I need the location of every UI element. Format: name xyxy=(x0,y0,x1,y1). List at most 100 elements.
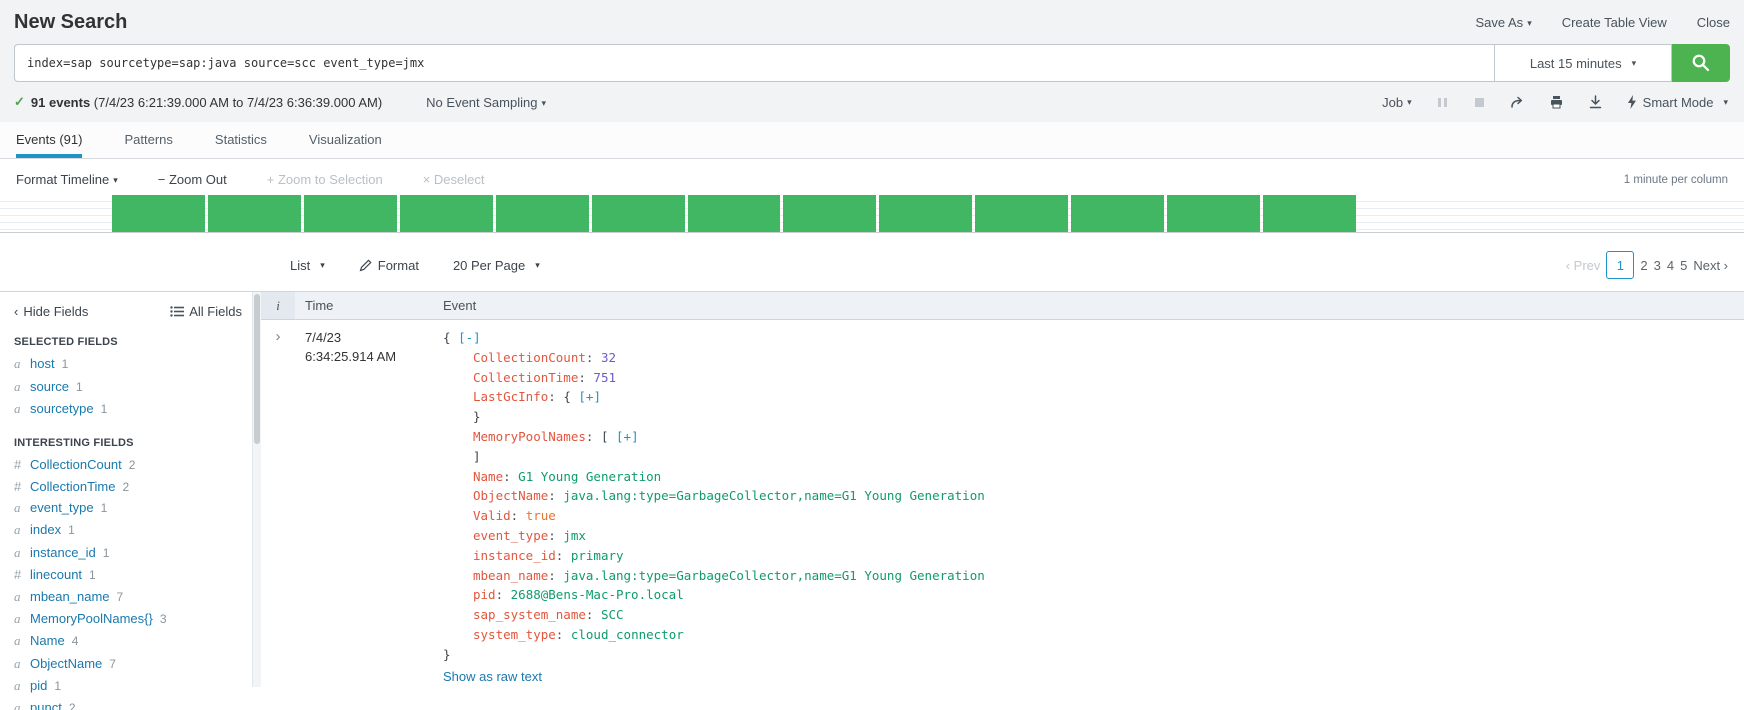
selected-fields-title: SELECTED FIELDS xyxy=(14,336,118,348)
column-header-event: Event xyxy=(443,298,477,313)
field-type-icon: # xyxy=(14,567,22,583)
json-line: LastGcInfo{ [+] xyxy=(443,387,1744,407)
field-row-pid[interactable]: a pid 1 xyxy=(14,678,62,694)
results-toolbar: List ▾ Format 20 Per Page ▾ ‹ Prev 1 2 3 4… xyxy=(0,233,1744,291)
timeline-bar[interactable] xyxy=(495,195,589,232)
page-2-button[interactable]: 2 xyxy=(1640,257,1648,273)
timeline-bar[interactable] xyxy=(783,195,877,232)
field-row-host[interactable]: a host 1 xyxy=(14,356,69,372)
search-mode-dropdown[interactable]: Smart Mode ▾ xyxy=(1627,95,1728,110)
print-icon[interactable] xyxy=(1549,95,1564,109)
field-type-icon: a xyxy=(14,700,21,710)
caret-down-icon: ▾ xyxy=(113,175,118,185)
export-download-icon[interactable] xyxy=(1588,95,1603,109)
caret-down-icon: ▾ xyxy=(1527,18,1532,28)
timeline-bar[interactable] xyxy=(112,195,205,232)
field-row-collectiontime[interactable]: # CollectionTime 2 xyxy=(14,478,130,494)
event-timeline-chart[interactable] xyxy=(0,195,1744,233)
bolt-icon xyxy=(1627,95,1637,109)
json-line: instance_idprimary xyxy=(443,546,1744,566)
field-type-icon: a xyxy=(14,610,21,626)
events-table: i Time Event › 7/4/23 6:34:25.914 AM { [… xyxy=(261,292,1744,687)
prev-page-button: ‹ Prev xyxy=(1565,257,1601,273)
json-line: MemoryPoolNames[ [+] xyxy=(443,427,1744,447)
page-5-button[interactable]: 5 xyxy=(1680,257,1688,273)
close-button[interactable]: Close xyxy=(1696,15,1730,30)
field-row-objectname[interactable]: a ObjectName 7 xyxy=(14,655,116,671)
tab-statistics[interactable]: Statistics xyxy=(214,131,267,147)
page-3-button[interactable]: 3 xyxy=(1653,257,1661,273)
field-row-index[interactable]: a index 1 xyxy=(14,522,75,538)
scrollbar-thumb[interactable] xyxy=(254,294,260,444)
timeline-bar[interactable] xyxy=(399,195,493,232)
zoom-out-button[interactable]: − Zoom Out xyxy=(157,172,227,187)
field-row-mbean-name[interactable]: a mbean_name 7 xyxy=(14,588,124,604)
format-timeline-dropdown[interactable]: Format Timeline ▾ xyxy=(16,172,118,187)
format-results-button[interactable]: Format xyxy=(359,258,419,273)
field-type-icon: a xyxy=(14,633,21,649)
page-1-button[interactable]: 1 xyxy=(1606,251,1635,279)
all-fields-button[interactable]: All Fields xyxy=(170,304,242,319)
timeline-bar[interactable] xyxy=(1263,195,1356,232)
share-icon[interactable] xyxy=(1510,95,1525,109)
check-icon: ✓ xyxy=(14,94,25,109)
field-row-name[interactable]: a Name 4 xyxy=(14,633,79,649)
page-4-button[interactable]: 4 xyxy=(1666,257,1675,273)
pause-job-icon[interactable] xyxy=(1436,96,1449,109)
events-table-header: i Time Event xyxy=(261,292,1744,320)
caret-down-icon: ▾ xyxy=(1407,96,1412,107)
save-as-button[interactable]: Save As ▾ xyxy=(1475,15,1532,30)
pencil-icon xyxy=(359,258,372,272)
field-row-source[interactable]: a source 1 xyxy=(14,378,83,394)
chevron-left-icon: ‹ xyxy=(14,304,19,319)
field-row-memorypoolnames[interactable]: a MemoryPoolNames{} 3 xyxy=(14,610,167,626)
collapse-toggle[interactable]: [-] xyxy=(458,330,481,345)
job-menu-button[interactable]: Job ▾ xyxy=(1382,94,1412,110)
list-icon xyxy=(170,306,185,317)
search-button[interactable] xyxy=(1672,44,1730,82)
next-page-button[interactable]: Next › xyxy=(1693,257,1728,273)
timeline-bar[interactable] xyxy=(975,195,1069,232)
json-line: NameG1 Young Generation xyxy=(443,467,1744,487)
field-type-icon: # xyxy=(14,457,22,473)
per-page-dropdown[interactable]: 20 Per Page ▾ xyxy=(452,257,540,273)
expand-event-icon[interactable]: › xyxy=(275,328,281,345)
column-header-time: Time xyxy=(305,298,334,313)
search-query-input[interactable] xyxy=(14,44,1494,82)
event-json: { [-] CollectionCount32 CollectionTime75… xyxy=(433,328,1744,686)
field-row-sourcetype[interactable]: a sourcetype 1 xyxy=(14,400,108,416)
stop-job-icon[interactable] xyxy=(1473,96,1486,109)
expand-toggle[interactable]: [+] xyxy=(616,428,639,444)
list-view-dropdown[interactable]: List ▾ xyxy=(290,257,325,273)
field-type-icon: # xyxy=(14,478,22,494)
caret-down-icon: ▾ xyxy=(320,259,325,270)
sidebar-scrollbar[interactable] xyxy=(252,292,261,687)
field-row-linecount[interactable]: # linecount 1 xyxy=(14,567,96,583)
event-sampling-dropdown[interactable]: No Event Sampling ▾ xyxy=(426,94,546,110)
time-range-picker[interactable]: Last 15 minutes ▾ xyxy=(1494,44,1672,82)
expand-toggle[interactable]: [+] xyxy=(578,389,601,405)
field-row-collectioncount[interactable]: # CollectionCount 2 xyxy=(14,457,136,473)
timeline-bar[interactable] xyxy=(879,195,973,232)
tab-events[interactable]: Events (91) xyxy=(16,122,83,158)
magnifier-icon xyxy=(1691,53,1711,73)
event-timestamp: 7/4/23 6:34:25.914 AM xyxy=(305,330,397,364)
json-line: ObjectNamejava.lang:type=GarbageCollecto… xyxy=(443,486,1744,506)
timeline-bars xyxy=(112,195,1356,232)
timeline-bar[interactable] xyxy=(1167,195,1261,232)
field-row-punct[interactable]: a punct 2 xyxy=(14,697,252,710)
show-raw-text-link[interactable]: Show as raw text xyxy=(443,668,542,684)
timeline-bar[interactable] xyxy=(207,195,301,232)
field-row-event-type[interactable]: a event_type 1 xyxy=(14,500,108,516)
interesting-fields-title: INTERESTING FIELDS xyxy=(14,437,134,450)
timeline-bar[interactable] xyxy=(687,195,781,232)
create-table-view-button[interactable]: Create Table View xyxy=(1561,15,1667,30)
tab-visualization[interactable]: Visualization xyxy=(308,131,382,147)
timeline-bar[interactable] xyxy=(591,195,685,232)
timeline-bar[interactable] xyxy=(303,195,397,232)
field-type-icon: a xyxy=(14,588,21,604)
hide-fields-button[interactable]: ‹ Hide Fields xyxy=(14,304,89,319)
field-row-instance-id[interactable]: a instance_id 1 xyxy=(14,544,110,560)
timeline-bar[interactable] xyxy=(1071,195,1165,232)
tab-patterns[interactable]: Patterns xyxy=(124,131,173,147)
